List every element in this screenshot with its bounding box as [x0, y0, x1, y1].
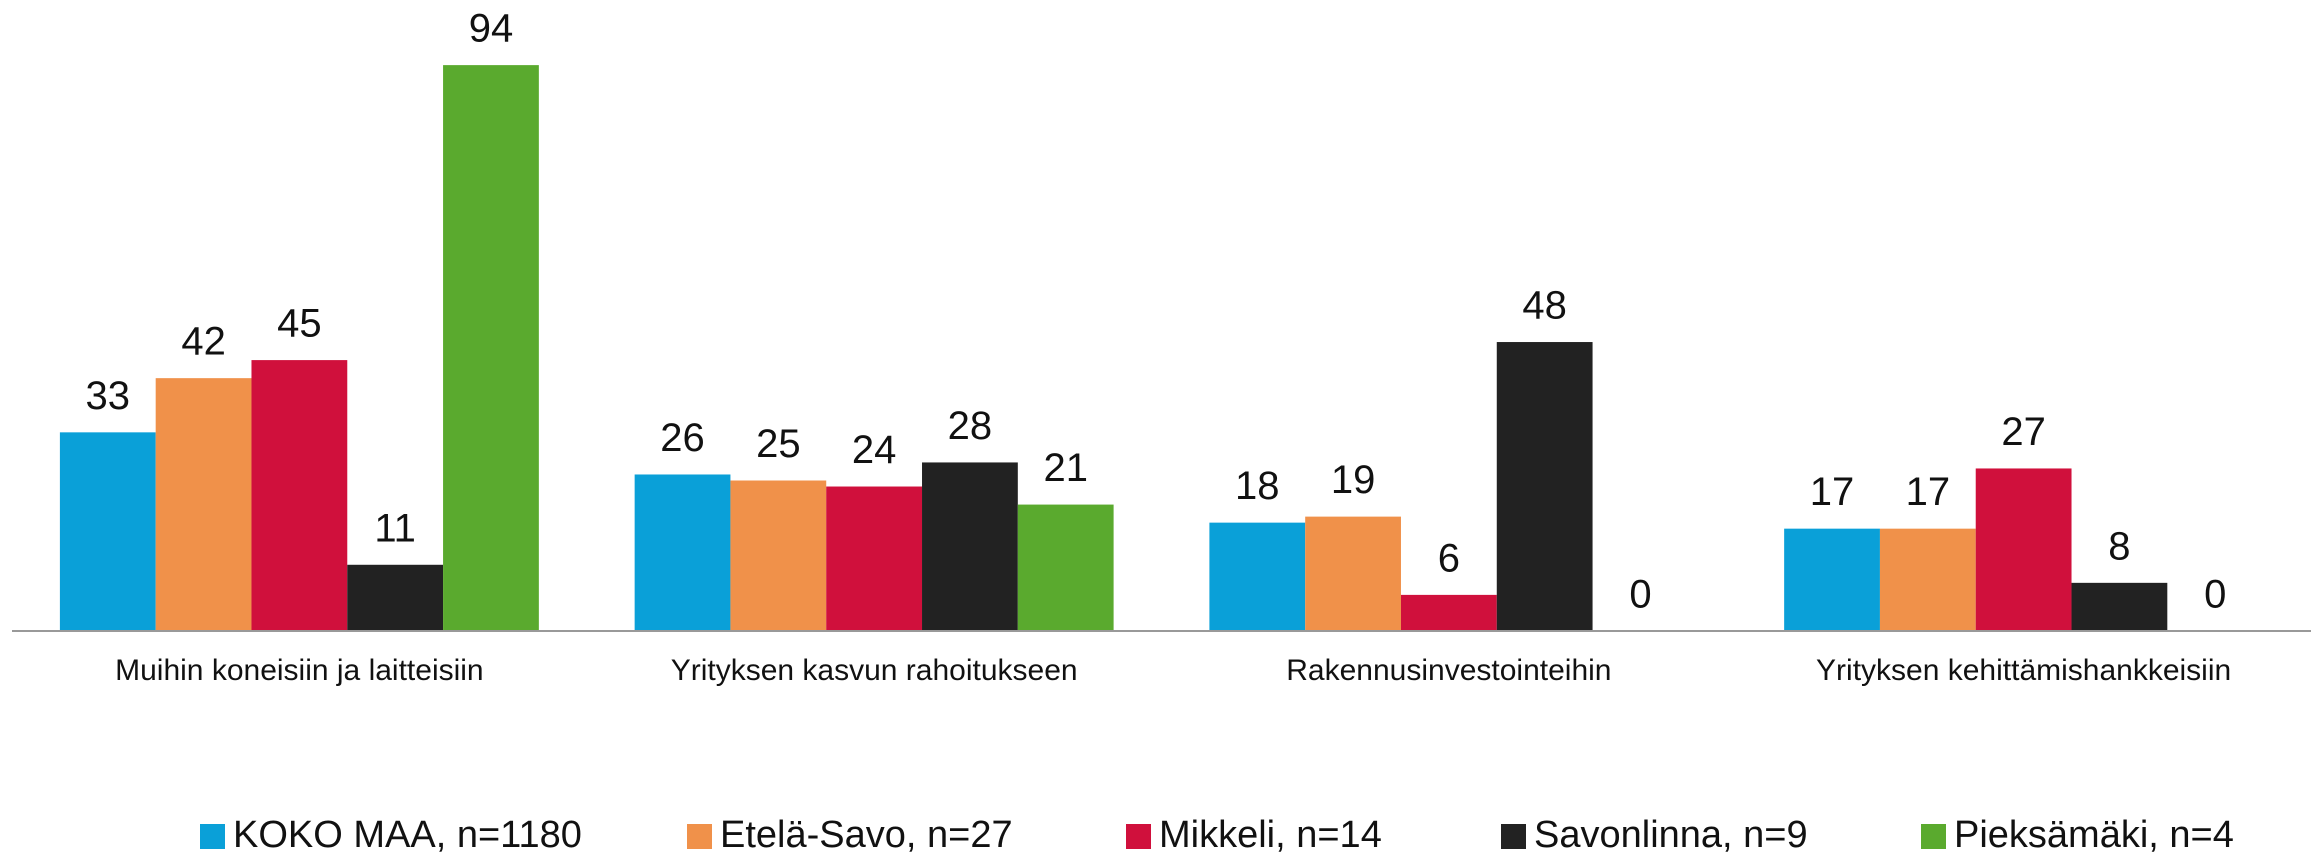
- x-tick-label: Yrityksen kasvun rahoitukseen: [671, 654, 1078, 687]
- legend-swatch: [200, 824, 225, 849]
- bar: [155, 378, 252, 631]
- data-label: 27: [2001, 410, 2046, 454]
- bar: [443, 65, 539, 632]
- data-label: 33: [86, 374, 131, 418]
- legend-swatch: [1501, 824, 1526, 849]
- bar: [347, 564, 444, 631]
- bar: [1496, 342, 1593, 631]
- legend-label: Savonlinna, n=9: [1534, 814, 1808, 856]
- bar: [634, 474, 731, 631]
- data-label: 26: [660, 416, 705, 460]
- data-label: 21: [1043, 446, 1088, 490]
- data-label: 94: [469, 7, 514, 51]
- bar: [1305, 516, 1401, 631]
- bar: [922, 462, 1018, 631]
- bar: [1784, 528, 1880, 631]
- bar: [1400, 594, 1497, 631]
- bar: [730, 480, 827, 631]
- data-label: 11: [374, 506, 416, 550]
- legend-swatch: [1126, 824, 1151, 849]
- bar: [1209, 522, 1306, 631]
- legend-swatch: [1921, 824, 1946, 849]
- bar: [1879, 528, 1976, 631]
- data-label: 0: [1629, 573, 1651, 617]
- data-label: 6: [1438, 536, 1460, 580]
- data-label: 19: [1331, 458, 1376, 502]
- data-label: 17: [1810, 470, 1855, 514]
- bar: [2071, 582, 2168, 631]
- legend-label: Pieksämäki, n=4: [1954, 814, 2234, 856]
- data-label: 48: [1522, 284, 1567, 328]
- data-label: 42: [181, 320, 226, 364]
- data-label: 24: [852, 428, 897, 472]
- legend-label: Etelä-Savo, n=27: [720, 814, 1013, 856]
- bar: [1017, 504, 1114, 631]
- bar: [59, 432, 156, 631]
- legend-swatch: [687, 824, 712, 849]
- data-label: 28: [948, 404, 993, 448]
- data-label: 45: [277, 302, 322, 346]
- data-label: 17: [1906, 470, 1951, 514]
- data-label: 0: [2204, 573, 2226, 617]
- data-label: 8: [2108, 524, 2130, 568]
- bar: [826, 486, 923, 631]
- legend-label: Mikkeli, n=14: [1159, 814, 1382, 856]
- bar: [1975, 468, 2072, 631]
- bar: [251, 360, 348, 631]
- data-label: 25: [756, 422, 801, 466]
- x-tick-label: Muihin koneisiin ja laitteisiin: [115, 654, 484, 687]
- x-tick-label: Yrityksen kehittämishankkeisiin: [1816, 654, 2231, 687]
- data-label: 18: [1235, 464, 1280, 508]
- x-tick-label: Rakennusinvestointeihin: [1286, 654, 1611, 687]
- legend-label: KOKO MAA, n=1180: [233, 814, 582, 856]
